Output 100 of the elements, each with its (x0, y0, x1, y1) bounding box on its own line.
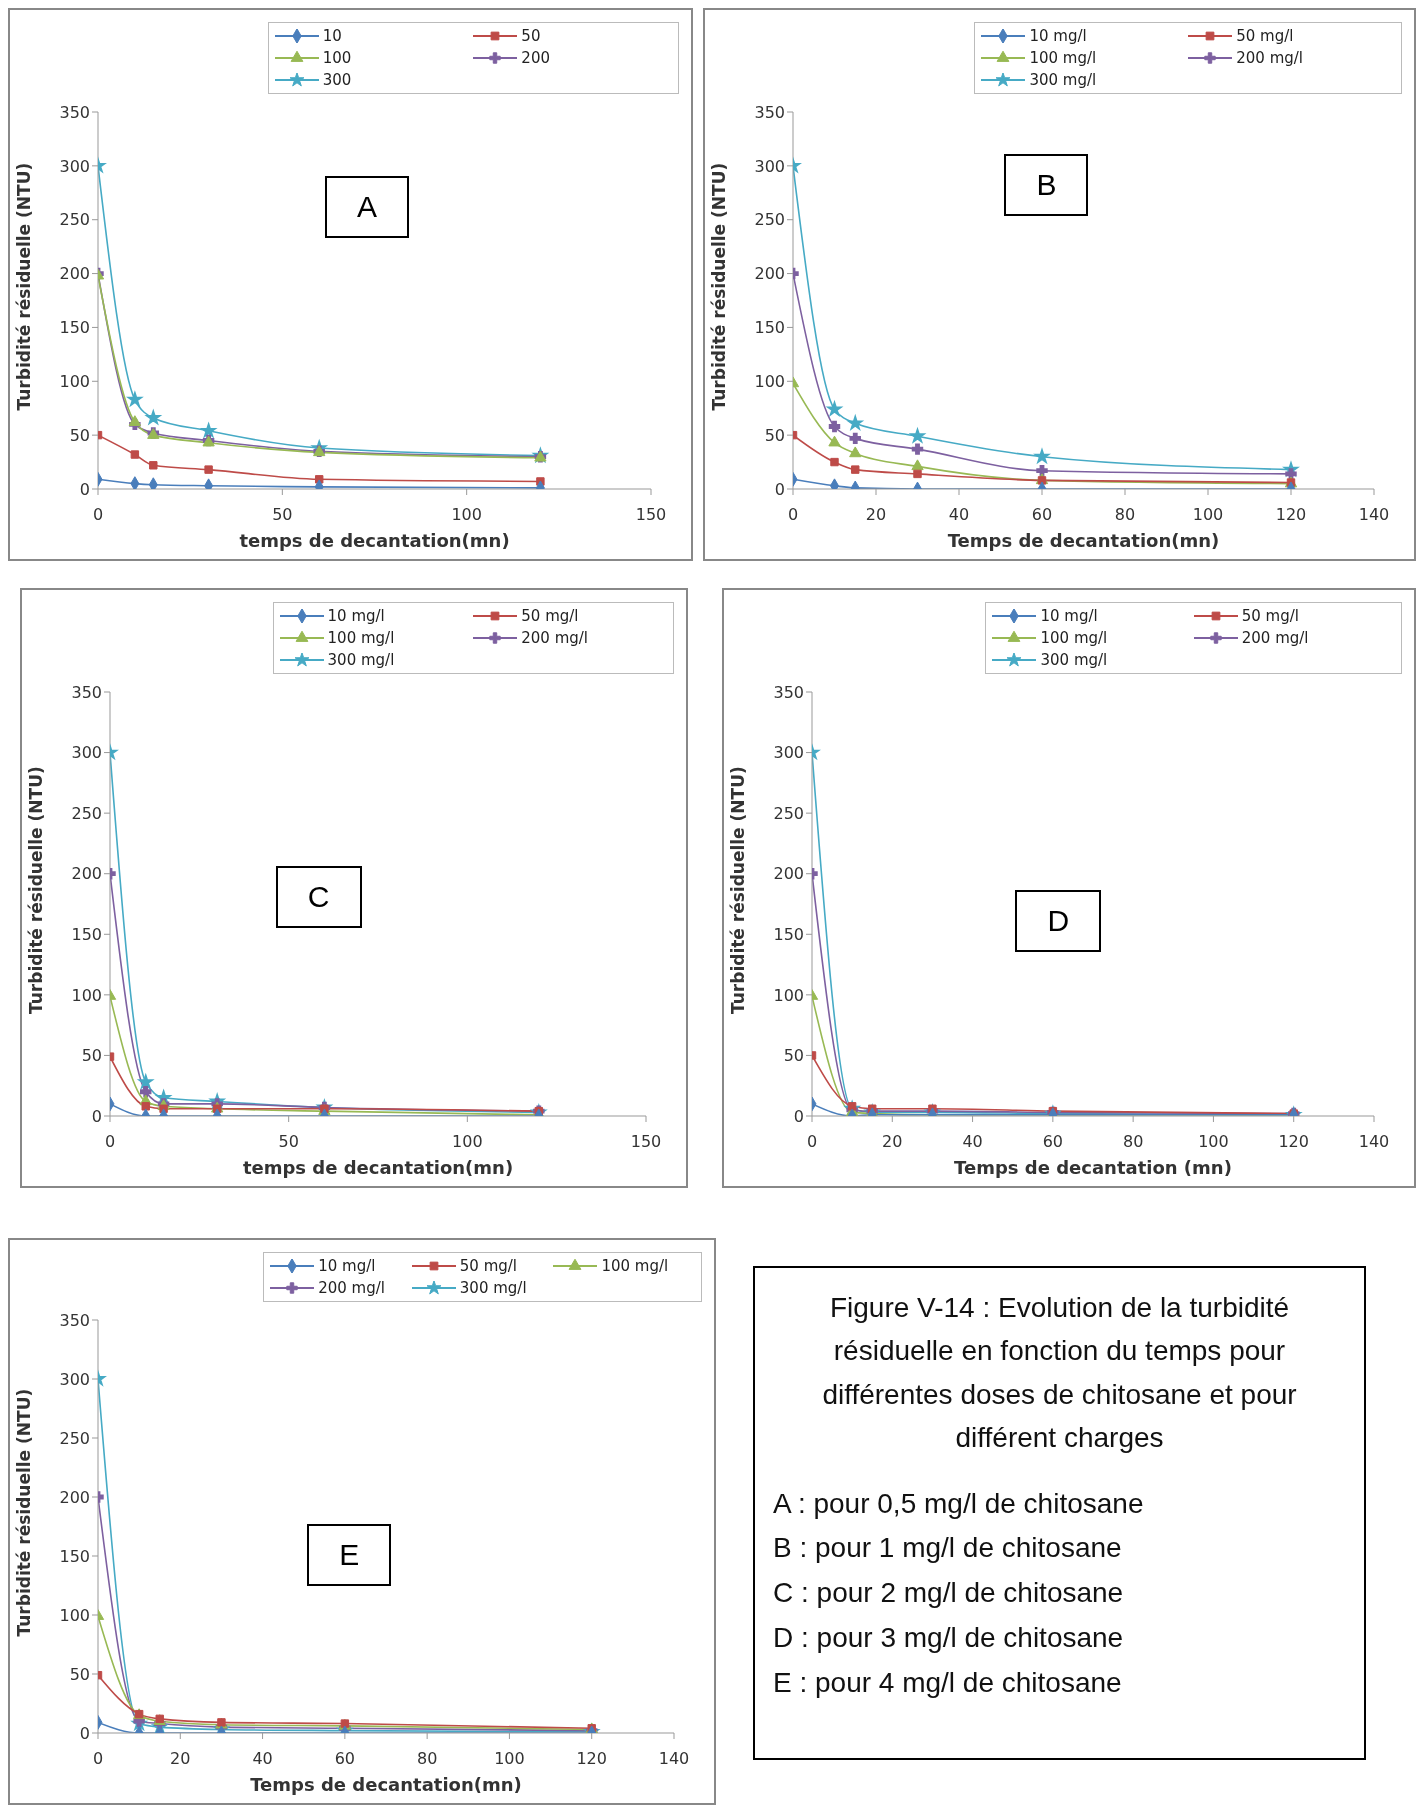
y-tick-label: 50 (783, 1046, 804, 1066)
x-tick-label: 20 (865, 505, 887, 525)
legend-label: 300 mg/l (1029, 71, 1097, 89)
legend-label: 10 mg/l (327, 607, 385, 625)
y-tick-label: 250 (754, 210, 785, 230)
y-tick-label: 0 (79, 479, 90, 499)
legend-label: 300 (322, 71, 352, 89)
x-axis-title: Temps de decantation(mn) (947, 530, 1220, 551)
legend-label: 200 mg/l (318, 1279, 385, 1297)
y-tick-label: 0 (91, 1106, 102, 1126)
legend-label: 200 mg/l (521, 629, 589, 647)
x-tick-label: 0 (806, 1132, 818, 1152)
x-axis-title: temps de decantation(mn) (242, 1157, 514, 1178)
y-tick-label: 300 (773, 743, 804, 763)
text: A : pour 0,5 mg/l de chitosane (773, 1486, 1145, 1521)
y-tick-label: 150 (59, 318, 90, 338)
legend-label: 10 mg/l (1029, 27, 1087, 45)
legend-label: 300 mg/l (1040, 651, 1108, 669)
y-axis-title: Turbidité résiduelle (NTU) (709, 162, 730, 411)
x-tick-label: 20 (882, 1132, 903, 1152)
y-tick-label: 150 (754, 318, 785, 338)
x-tick-label: 60 (1042, 1132, 1064, 1152)
x-tick-label: 100 (1192, 505, 1224, 525)
x-tick-label: 120 (1278, 1132, 1309, 1152)
y-tick-label: 350 (59, 1310, 90, 1330)
y-tick-label: 100 (59, 1605, 90, 1625)
annotation: B (1004, 153, 1089, 216)
legend-label: 100 mg/l (327, 629, 395, 647)
x-tick-label: 60 (334, 1749, 356, 1769)
x-tick-label: 0 (104, 1132, 116, 1152)
x-tick-label: 120 (576, 1749, 607, 1769)
legend-label: 10 mg/l (318, 1257, 376, 1275)
x-tick-label: 100 (494, 1749, 525, 1769)
y-tick-label: 50 (69, 425, 90, 445)
legend-label: 50 mg/l (1236, 27, 1294, 45)
x-tick-label: 50 (272, 505, 293, 525)
legend-label: 300 mg/l (327, 651, 395, 669)
annotation: C (275, 866, 362, 928)
x-tick-label: 140 (658, 1749, 690, 1769)
x-tick-label: 140 (1358, 505, 1390, 525)
y-tick-label: 250 (59, 1428, 90, 1448)
annotation: A (325, 175, 410, 238)
y-axis-title: Turbidité résiduelle (NTU) (728, 766, 749, 1014)
text: C : pour 2 mg/l de chitosane (773, 1576, 1125, 1611)
x-axis-title: temps de decantation(mn) (239, 530, 510, 551)
y-tick-label: 250 (59, 210, 90, 230)
x-tick-label: 150 (630, 1132, 662, 1152)
legend-label: 200 mg/l (1241, 629, 1309, 647)
x-tick-label: 140 (1358, 1132, 1390, 1152)
x-tick-label: 150 (635, 505, 667, 525)
y-tick-label: 350 (59, 102, 90, 122)
x-tick-label: 50 (278, 1132, 299, 1152)
legend-label: 100 mg/l (601, 1257, 669, 1275)
text: E : pour 4 mg/l de chitosane (773, 1665, 1123, 1700)
x-axis-title: Temps de decantation(mn) (250, 1774, 522, 1795)
y-tick-label: 100 (59, 371, 90, 391)
y-tick-label: 50 (81, 1046, 102, 1066)
legend-label: 100 mg/l (1040, 629, 1108, 647)
y-tick-label: 0 (79, 1723, 90, 1743)
x-tick-label: 20 (170, 1749, 191, 1769)
legend-label: 100 (322, 49, 352, 67)
y-tick-label: 100 (754, 371, 785, 391)
y-tick-label: 250 (71, 803, 102, 823)
x-tick-label: 100 (1198, 1132, 1229, 1152)
legend-label: 50 mg/l (459, 1257, 518, 1275)
y-tick-label: 300 (59, 1369, 90, 1389)
y-axis-title: Turbidité résiduelle (NTU) (26, 766, 47, 1014)
legend-label: 200 mg/l (1236, 49, 1303, 67)
y-tick-label: 150 (71, 924, 102, 944)
y-tick-label: 200 (773, 864, 804, 884)
text: B : pour 1 mg/l de chitosane (773, 1531, 1123, 1566)
y-tick-label: 300 (71, 743, 102, 763)
legend-label: 10 mg/l (1040, 607, 1098, 625)
x-tick-label: 60 (1031, 505, 1053, 525)
y-tick-label: 50 (764, 425, 785, 445)
x-tick-label: 40 (962, 1132, 983, 1152)
y-tick-label: 50 (69, 1664, 90, 1684)
x-tick-label: 80 (1122, 1132, 1144, 1152)
annotation: E (307, 1523, 392, 1586)
y-tick-label: 150 (773, 924, 804, 944)
legend-label: 200 (521, 49, 550, 67)
y-tick-label: 200 (59, 1487, 90, 1507)
y-axis-title: Turbidité résiduelle (NTU) (14, 162, 35, 411)
text: D : pour 3 mg/l de chitosane (773, 1620, 1125, 1655)
y-tick-label: 200 (59, 264, 90, 284)
y-tick-label: 0 (793, 1106, 804, 1126)
x-tick-label: 120 (1275, 505, 1307, 525)
legend-label: 50 (521, 27, 541, 45)
y-tick-label: 350 (754, 102, 785, 122)
legend-label: 50 mg/l (521, 607, 579, 625)
y-tick-label: 150 (59, 1546, 90, 1566)
y-tick-label: 100 (71, 985, 102, 1005)
y-axis-title: Turbidité résiduelle (NTU) (14, 1388, 35, 1637)
legend-label: 50 mg/l (1241, 607, 1299, 625)
text: Figure V-14 : Evolution de la turbidité résiduelle en fonction du temps pour différentes doses de chitosane et pour différent charges (821, 1291, 1298, 1456)
x-tick-label: 80 (416, 1749, 438, 1769)
y-tick-label: 300 (59, 156, 90, 176)
legend-label: 10 (322, 27, 342, 45)
y-tick-label: 250 (773, 803, 804, 823)
x-tick-label: 40 (948, 505, 970, 525)
